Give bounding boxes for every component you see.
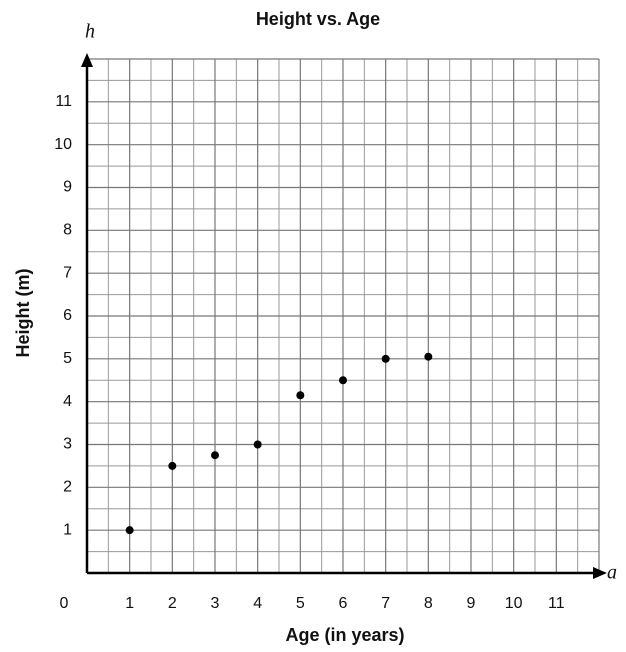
x-axis-arrow [593,567,607,579]
point [168,461,177,470]
x-tick-label: 7 [381,595,390,612]
y-tick-label: 8 [63,222,72,239]
x-tick-label: 8 [424,595,433,612]
y-tick-label: 4 [63,393,72,410]
point [424,352,433,361]
x-tick-label: 10 [505,595,523,612]
y-tick-label: 1 [63,521,72,538]
x-tick-label: 6 [339,595,348,612]
y-tick-label: 9 [63,179,72,196]
y-tick-label: 11 [55,93,72,110]
y-tick-label: 3 [63,436,72,453]
y-tick-label: 2 [63,479,72,496]
x-tick-label: 1 [125,595,134,612]
x-tick-label: 0 [60,595,69,612]
y-axis-symbol: h [85,21,95,43]
point [339,376,347,385]
x-tick-label: 9 [467,595,476,612]
x-tick-label: 4 [253,595,262,612]
x-tick-label: 2 [168,595,177,612]
x-axis-label: Age (in years) [285,625,404,645]
point [253,440,262,449]
x-tick-label: 3 [211,595,220,612]
y-tick-label: 7 [63,264,72,281]
y-tick-label: 6 [63,307,72,324]
x-tick-label: 11 [548,595,565,612]
point [296,391,305,400]
x-axis-symbol: a [607,562,617,584]
chart-title: Height vs. Age [256,9,380,29]
point [211,451,219,460]
y-axis-label: Height (m) [13,269,33,358]
point [125,526,134,535]
x-tick-label: 5 [296,595,305,612]
y-axis-arrow [81,53,93,67]
y-tick-label: 10 [54,136,72,153]
y-tick-label: 5 [63,350,72,367]
point [381,354,390,363]
